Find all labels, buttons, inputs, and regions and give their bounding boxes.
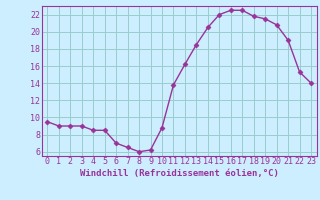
X-axis label: Windchill (Refroidissement éolien,°C): Windchill (Refroidissement éolien,°C) [80,169,279,178]
